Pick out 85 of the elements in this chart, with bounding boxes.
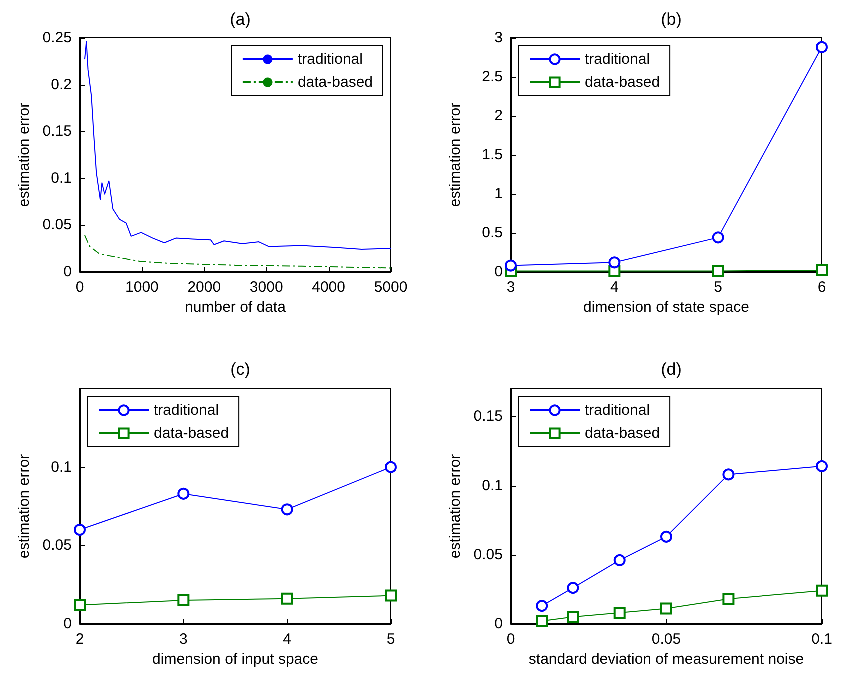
point <box>567 611 580 624</box>
legend-label: data-based <box>298 74 374 91</box>
y-tick-label: 0.05 <box>42 216 72 234</box>
y-tick-label: 0.1 <box>51 458 72 476</box>
legend-label: traditional <box>585 402 650 419</box>
point <box>712 232 724 244</box>
point <box>505 260 517 272</box>
point <box>608 256 621 269</box>
y-axis-title: estimation error <box>16 454 33 559</box>
y-tick-label: 3 <box>494 30 503 46</box>
x-tick-label: 2 <box>76 631 84 648</box>
point <box>722 593 735 606</box>
legend-label: traditional <box>154 402 220 419</box>
chart-title: (b) <box>661 10 682 29</box>
y-tick-label: 0 <box>494 264 503 280</box>
x-axis-title: number of data <box>185 299 287 316</box>
y-tick-label: 0.05 <box>42 537 72 554</box>
legend-label: traditional <box>298 51 363 68</box>
x-tick-label: 4000 <box>312 279 346 296</box>
x-tick-label: 4 <box>283 631 292 648</box>
legend-label: traditional <box>585 51 650 68</box>
y-axis-title: estimation error <box>446 454 464 559</box>
point <box>614 606 626 619</box>
point <box>536 600 548 612</box>
y-tick-label: 0 <box>64 616 72 632</box>
y-tick-label: 2 <box>494 108 503 124</box>
chart-title: (a) <box>230 10 251 29</box>
x-tick-label: 0 <box>506 631 516 648</box>
legend-label: data-based <box>154 425 230 442</box>
x-axis-title: standard deviation of measurement noise <box>528 651 804 668</box>
chart-title: (d) <box>661 360 682 379</box>
point <box>74 599 86 612</box>
point <box>816 264 828 276</box>
x-tick-label: 0.05 <box>652 631 682 648</box>
point <box>567 582 580 594</box>
point <box>536 615 548 628</box>
point <box>712 265 724 278</box>
point <box>816 584 828 597</box>
x-tick-label: 3000 <box>250 279 284 296</box>
point <box>385 461 397 474</box>
x-axis-title: dimension of input space <box>152 651 318 668</box>
legend-label: data-based <box>585 74 660 91</box>
x-tick-label: 5 <box>714 279 723 296</box>
x-tick-label: 4 <box>610 279 619 296</box>
line-series <box>84 41 392 250</box>
point <box>281 504 294 516</box>
y-axis-title: estimation error <box>447 102 464 208</box>
line-series <box>84 234 392 269</box>
point <box>281 592 294 605</box>
point <box>722 468 735 481</box>
point <box>816 460 828 472</box>
y-tick-label: 0 <box>64 264 72 280</box>
y-tick-label: 0.1 <box>482 477 503 494</box>
point <box>385 590 397 602</box>
point <box>614 554 626 566</box>
point <box>178 488 190 500</box>
y-tick-label: 0.25 <box>42 30 72 46</box>
y-tick-label: 1 <box>494 186 503 202</box>
y-tick-label: 0.05 <box>474 546 503 564</box>
y-tick-label: 2.5 <box>482 68 503 86</box>
x-tick-label: 3 <box>179 631 188 648</box>
x-tick-label: 0.1 <box>812 631 832 648</box>
point <box>660 602 672 615</box>
x-tick-label: 3 <box>506 279 516 296</box>
y-tick-label: 0 <box>494 616 503 632</box>
x-tick-label: 1000 <box>126 279 159 296</box>
y-tick-label: 0.5 <box>482 224 503 242</box>
x-tick-label: 5000 <box>374 279 408 296</box>
y-tick-label: 0.1 <box>51 170 72 187</box>
point <box>74 524 86 536</box>
x-tick-label: 5 <box>386 631 396 648</box>
y-tick-label: 0.2 <box>51 76 72 94</box>
x-tick-label: 6 <box>818 279 826 296</box>
chart-title: (c) <box>230 360 250 379</box>
x-tick-label: 2000 <box>188 279 222 296</box>
y-tick-label: 0.15 <box>42 123 72 140</box>
x-axis-title: dimension of state space <box>584 299 750 316</box>
y-axis-title: estimation error <box>16 102 33 208</box>
y-tick-label: 0.15 <box>474 408 503 426</box>
point <box>816 41 828 54</box>
x-tick-label: 0 <box>76 279 84 296</box>
point <box>178 594 190 606</box>
y-tick-label: 1.5 <box>482 146 503 164</box>
point <box>660 530 672 543</box>
legend-label: data-based <box>585 425 660 442</box>
